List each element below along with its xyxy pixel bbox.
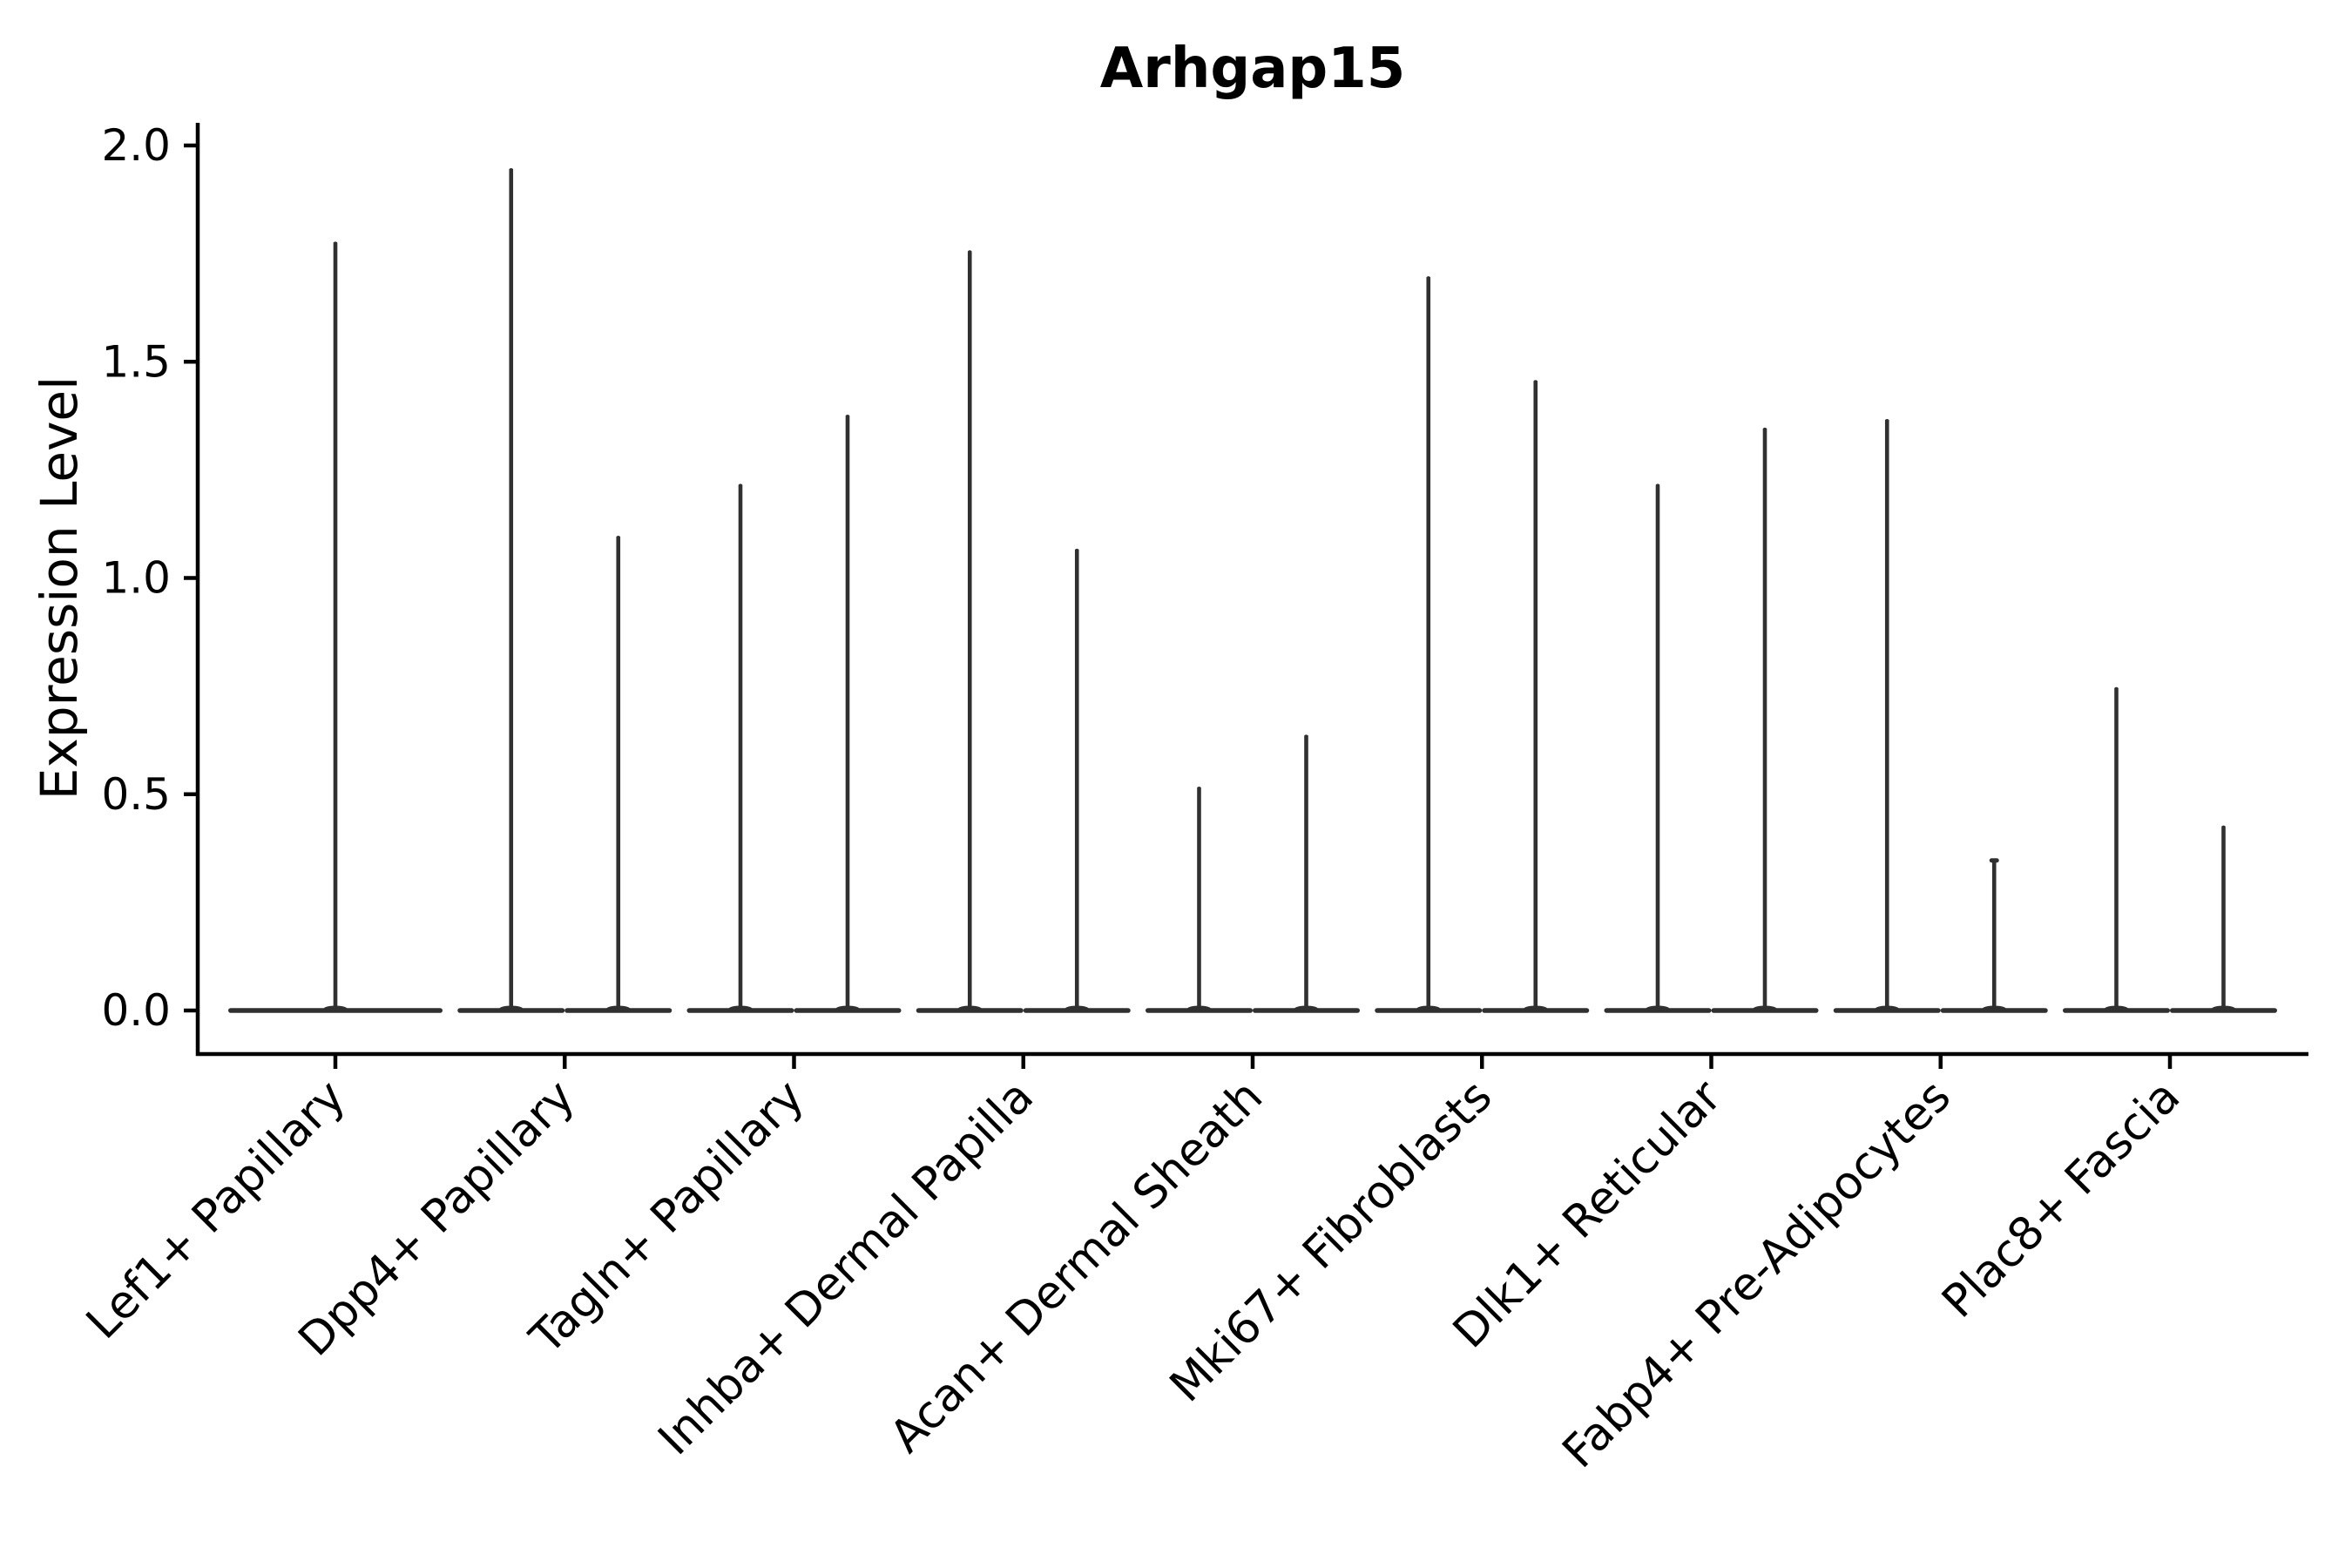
- violin-spike: [1655, 483, 1660, 1010]
- x-tick-label: Plac8+ Fascia: [1932, 1071, 2190, 1328]
- y-tick-label: 1.0: [101, 553, 171, 604]
- y-tick-label: 2.0: [101, 120, 171, 171]
- violin-spike: [1533, 380, 1538, 1010]
- y-tick-label: 0.0: [101, 985, 171, 1036]
- y-tick-label: 1.5: [101, 336, 171, 387]
- violin-spike: [333, 241, 338, 1010]
- axis-spines: [195, 123, 2308, 1057]
- y-axis-label: Expression Level: [30, 376, 89, 800]
- violin-spike: [1197, 786, 1201, 1010]
- violin-spike: [1426, 276, 1431, 1011]
- violin-spike: [1991, 860, 1997, 1010]
- y-axis: 0.0 0.5 1.0 1.5 2.0: [101, 120, 198, 1036]
- violin-spike: [1884, 418, 1889, 1010]
- violin-spike: [1304, 734, 1308, 1010]
- x-tick-label: Inhba+ Dermal Papilla: [648, 1071, 1043, 1465]
- violin-spike: [2221, 825, 2226, 1010]
- violin-spike: [738, 483, 743, 1010]
- violin-spike: [1074, 548, 1079, 1010]
- violin-spike: [509, 167, 514, 1011]
- violin-spike: [616, 536, 621, 1010]
- y-tick-label: 0.5: [101, 769, 171, 820]
- x-tick-label: Fabp4+ Pre-Adipocytes: [1553, 1071, 1961, 1478]
- violin-spike: [845, 414, 850, 1010]
- violin-series: [228, 167, 2277, 1013]
- violin-spike: [1762, 427, 1767, 1010]
- violin-spike: [2114, 686, 2119, 1010]
- violin-spike-cap: [1989, 858, 1999, 863]
- x-tick-label: Acan+ Dermal Sheath: [881, 1071, 1274, 1463]
- chart-title: Arhgap15: [1100, 37, 1406, 101]
- violin-spike: [967, 250, 972, 1010]
